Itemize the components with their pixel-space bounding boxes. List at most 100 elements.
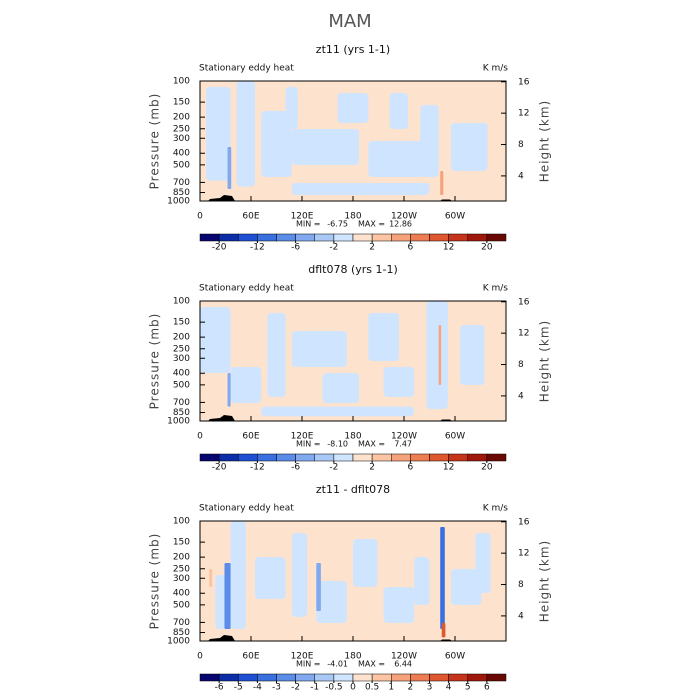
contour-region <box>353 539 378 587</box>
colorbar-box <box>429 453 449 462</box>
x-tick-label: 60W <box>445 212 465 222</box>
colorbar-box <box>467 673 488 682</box>
y-tick-label: 1000 <box>167 637 190 647</box>
contour-region <box>440 171 444 195</box>
y-tick-label: 1000 <box>167 417 190 427</box>
colorbar-box <box>352 673 373 682</box>
x-tick-label: 0 <box>197 432 203 442</box>
y2-axis-label: Height (km) <box>538 320 552 402</box>
max-text: MAX = <box>358 440 385 449</box>
y-tick-label: 700 <box>173 178 190 188</box>
colorbar-box <box>448 673 468 682</box>
colorbar-box <box>333 233 354 242</box>
colorbar-label: 6 <box>408 463 414 473</box>
x-tick-label: 0 <box>197 652 203 662</box>
left-string: Stationary eddy heat <box>199 284 294 294</box>
x-tick-label: 60W <box>445 652 465 662</box>
max-value: 7.47 <box>394 440 412 449</box>
contour-region <box>316 563 321 611</box>
y2-tick-label: 4 <box>518 391 524 401</box>
colorbar-box <box>314 453 335 462</box>
contour-region <box>450 123 488 171</box>
y-tick-label: 200 <box>173 113 190 123</box>
y-tick-label: 700 <box>173 618 190 628</box>
colorbar-box <box>352 233 373 242</box>
contour-region <box>337 93 369 123</box>
x-tick-label: 180 <box>344 652 361 662</box>
x-tick-label: 120W <box>391 432 417 442</box>
x-tick-label: 120W <box>391 212 417 222</box>
contour-region <box>267 313 286 397</box>
colorbar-label: 2 <box>369 463 375 473</box>
contour-region <box>230 521 246 629</box>
colorbar-box <box>333 673 354 682</box>
colorbar-label: 20 <box>481 243 493 253</box>
contour-region <box>255 557 286 599</box>
y-tick-label: 850 <box>173 628 190 638</box>
y-tick-label: 100 <box>173 77 190 87</box>
colorbar-box <box>218 233 239 242</box>
x-tick-label: 180 <box>344 432 361 442</box>
x-tick-label: 60W <box>445 432 465 442</box>
colorbar-box <box>314 233 335 242</box>
contour-region <box>460 325 485 385</box>
y2-tick-label: 12 <box>518 329 529 339</box>
panel: zt11 - dflt078 Stationary eddy heat K m/s P… <box>148 483 552 693</box>
colorbar-label: 0 <box>350 683 356 693</box>
colorbar-box <box>429 673 449 682</box>
contour-region <box>200 307 231 373</box>
y2-tick-label: 12 <box>518 109 529 119</box>
colorbar-box <box>257 673 277 682</box>
colorbar-box <box>429 233 449 242</box>
colorbar-box <box>391 673 411 682</box>
y2-tick-label: 16 <box>518 297 530 307</box>
colorbar-box <box>391 233 411 242</box>
contour-region <box>230 367 262 403</box>
contour-region <box>261 406 415 417</box>
panel-title: dflt078 (yrs 1-1) <box>308 263 398 276</box>
topography <box>208 415 452 421</box>
contour-region <box>291 129 360 165</box>
y-tick-label: 250 <box>173 124 190 134</box>
colorbar-box <box>276 233 296 242</box>
colorbar-label: 2 <box>408 683 414 693</box>
y-tick-label: 400 <box>173 149 190 159</box>
y2-axis-label: Height (km) <box>538 540 552 622</box>
colorbar-label: 5 <box>465 683 471 693</box>
colorbar-label: 20 <box>481 463 493 473</box>
contour-region <box>261 111 292 177</box>
contour-region <box>426 301 448 409</box>
colorbar-box <box>295 233 315 242</box>
y-tick-label: 300 <box>173 134 190 144</box>
contour-region <box>209 569 213 587</box>
max-value: 12.86 <box>389 220 412 229</box>
left-string: Stationary eddy heat <box>199 64 294 74</box>
y-tick-label: 400 <box>173 369 190 379</box>
y2-tick-label: 8 <box>518 580 524 590</box>
contour-region <box>316 581 347 623</box>
contour-region <box>236 81 256 187</box>
colorbar-label: -1 <box>310 683 319 693</box>
y-axis-label: Pressure (mb) <box>148 533 162 630</box>
topography <box>208 195 452 201</box>
y-tick-label: 300 <box>173 354 190 364</box>
contour-region <box>475 533 491 593</box>
y-tick-label: 100 <box>173 297 190 307</box>
colorbar-label: -2 <box>291 683 300 693</box>
right-string: K m/s <box>483 64 509 74</box>
contour-region <box>368 313 399 361</box>
min-value: -6.75 <box>327 220 348 229</box>
contour-region <box>322 373 360 403</box>
panel-title: zt11 - dflt078 <box>316 483 390 496</box>
y2-tick-label: 4 <box>518 171 524 181</box>
y-tick-label: 850 <box>173 408 190 418</box>
colorbar-label: -4 <box>253 683 262 693</box>
colorbar-box <box>238 453 258 462</box>
x-tick-label: 0 <box>197 212 203 222</box>
y2-axis-label: Height (km) <box>538 100 552 182</box>
colorbar-box <box>486 453 507 462</box>
contour-region <box>291 533 308 617</box>
colorbar-box <box>371 673 392 682</box>
colorbar-label: 3 <box>427 683 433 693</box>
